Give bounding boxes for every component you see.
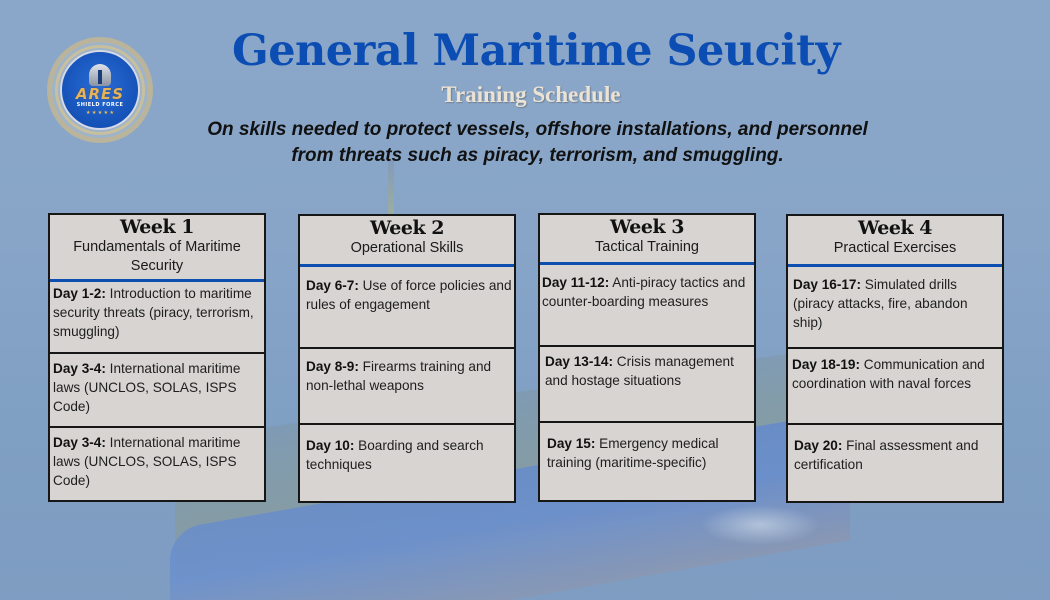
week-title: Week 1 bbox=[120, 216, 194, 238]
session-days: Day 8-9: bbox=[306, 359, 359, 374]
session-text: Final assessment and certification bbox=[794, 438, 979, 472]
session-row: Day 16-17: Simulated drills (piracy atta… bbox=[788, 267, 1002, 347]
session-text: Use of force policies and rules of engag… bbox=[306, 278, 512, 312]
week-4-header: Week 4 Practical Exercises bbox=[788, 216, 1002, 267]
ares-shield-force-logo: ARES SHIELD FORCE ★ ★ ★ ★ ★ bbox=[47, 37, 153, 143]
session-row: Day 3-4: International maritime laws (UN… bbox=[50, 352, 264, 426]
session-text: Firearms training and non-lethal weapons bbox=[306, 359, 492, 393]
week-title: Week 2 bbox=[370, 217, 444, 239]
logo-name: ARES bbox=[75, 85, 125, 103]
page-title: General Maritime Seucity bbox=[231, 26, 841, 76]
week-subtitle: Tactical Training bbox=[595, 239, 699, 255]
week-2-card: Week 2 Operational Skills Day 6-7: Use o… bbox=[298, 214, 516, 503]
session-text: Communication and coordination with nava… bbox=[792, 357, 985, 391]
session-days: Day 6-7: bbox=[306, 278, 359, 293]
logo-subname: SHIELD FORCE bbox=[76, 102, 124, 108]
session-row: Day 6-7: Use of force policies and rules… bbox=[300, 267, 514, 347]
session-text: International maritime laws (UNCLOS, SOL… bbox=[53, 435, 241, 488]
session-days: Day 20: bbox=[794, 438, 843, 453]
session-days: Day 13-14: bbox=[545, 354, 614, 369]
week-title: Week 4 bbox=[858, 217, 932, 239]
tagline-line-1: On skills needed to protect vessels, off… bbox=[207, 119, 868, 140]
week-title: Week 3 bbox=[610, 216, 684, 238]
logo-stars-icon: ★ ★ ★ ★ ★ bbox=[86, 110, 114, 116]
session-text: Anti-piracy tactics and counter-boarding… bbox=[542, 275, 746, 309]
session-row: Day 20: Final assessment and certificati… bbox=[788, 423, 1002, 501]
session-days: Day 1-2: bbox=[53, 286, 106, 301]
session-text: Emergency medical training (maritime-spe… bbox=[547, 436, 719, 470]
session-row: Day 11-12: Anti-piracy tactics and count… bbox=[540, 265, 754, 345]
flare-stack-shape bbox=[388, 160, 394, 220]
week-3-card: Week 3 Tactical Training Day 11-12: Anti… bbox=[538, 213, 756, 502]
session-text: Boarding and search techniques bbox=[306, 438, 484, 472]
session-days: Day 15: bbox=[547, 436, 596, 451]
week-2-header: Week 2 Operational Skills bbox=[300, 216, 514, 267]
session-row: Day 18-19: Communication and coordinatio… bbox=[788, 347, 1002, 423]
spartan-helmet-icon bbox=[89, 64, 111, 86]
week-3-header: Week 3 Tactical Training bbox=[540, 215, 754, 265]
week-1-card: Week 1 Fundamentals of Maritime Security… bbox=[48, 213, 266, 502]
session-text: Crisis management and hostage situations bbox=[545, 354, 734, 388]
week-1-header: Week 1 Fundamentals of Maritime Security bbox=[50, 215, 264, 282]
session-row: Day 8-9: Firearms training and non-letha… bbox=[300, 347, 514, 423]
session-days: Day 10: bbox=[306, 438, 355, 453]
week-4-card: Week 4 Practical Exercises Day 16-17: Si… bbox=[786, 214, 1004, 503]
week-subtitle: Fundamentals of Maritime Security bbox=[73, 239, 241, 274]
water-wake-shape bbox=[700, 505, 820, 545]
session-row: Day 15: Emergency medical training (mari… bbox=[540, 421, 754, 500]
session-days: Day 3-4: bbox=[53, 435, 106, 450]
logo-badge: ARES SHIELD FORCE ★ ★ ★ ★ ★ bbox=[60, 50, 140, 130]
page-subtitle: Training Schedule bbox=[441, 82, 621, 107]
week-subtitle: Practical Exercises bbox=[833, 240, 957, 256]
session-row: Day 3-4: International maritime laws (UN… bbox=[50, 426, 264, 500]
session-days: Day 18-19: bbox=[792, 357, 861, 372]
week-subtitle: Operational Skills bbox=[350, 240, 464, 256]
session-text: Simulated drills (piracy attacks, fire, … bbox=[793, 277, 968, 330]
session-row: Day 10: Boarding and search techniques bbox=[300, 423, 514, 501]
tagline-line-2: from threats such as piracy, terrorism, … bbox=[291, 145, 784, 166]
session-days: Day 16-17: bbox=[793, 277, 862, 292]
tagline: On skills needed to protect vessels, off… bbox=[0, 117, 1050, 169]
session-days: Day 11-12: bbox=[542, 275, 610, 290]
session-days: Day 3-4: bbox=[53, 361, 106, 376]
session-text: Introduction to maritime security threat… bbox=[53, 286, 254, 339]
session-row: Day 13-14: Crisis management and hostage… bbox=[540, 345, 754, 421]
session-text: International maritime laws (UNCLOS, SOL… bbox=[53, 361, 241, 414]
session-row: Day 1-2: Introduction to maritime securi… bbox=[50, 282, 264, 352]
